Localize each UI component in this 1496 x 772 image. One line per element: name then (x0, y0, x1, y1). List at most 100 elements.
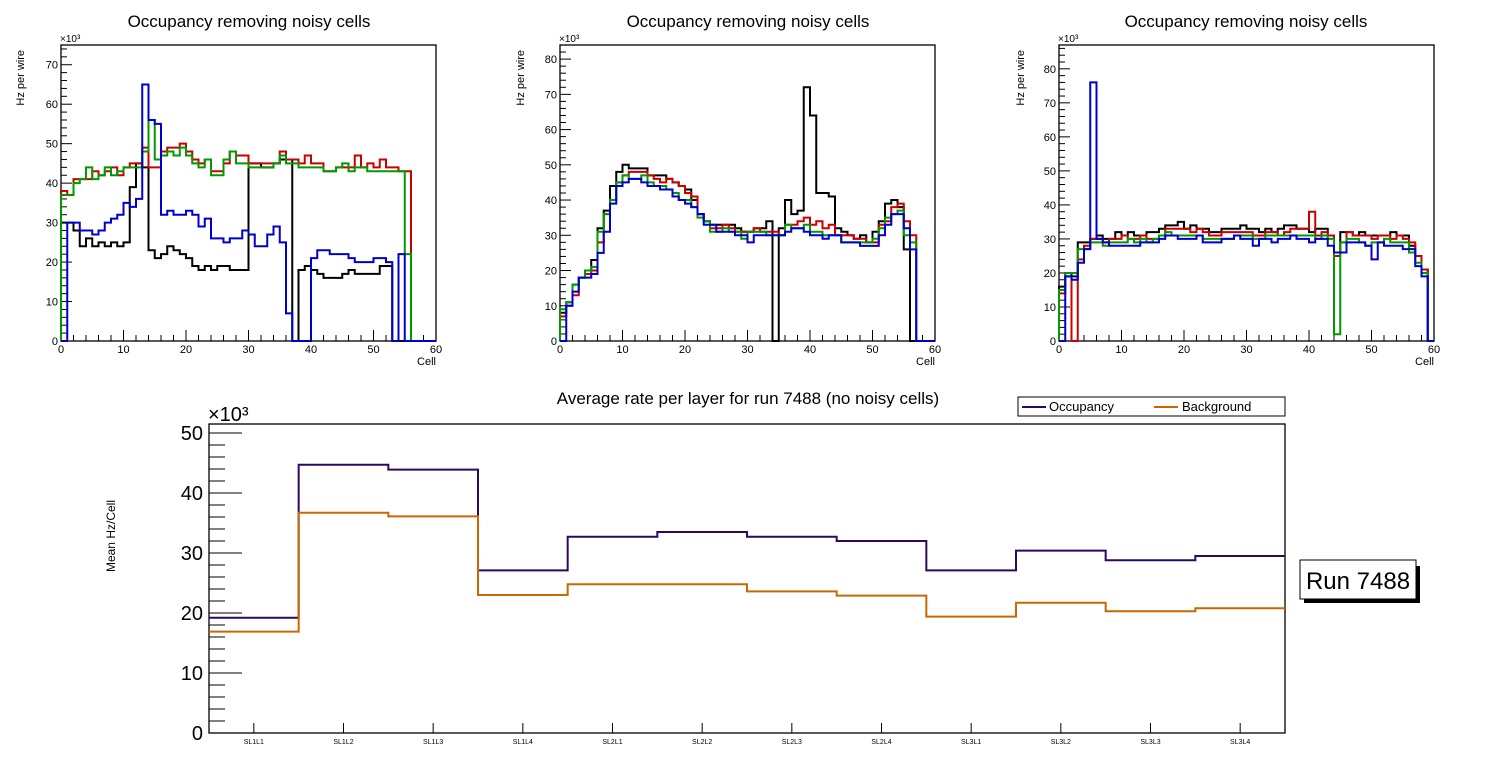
x-tick-label: 20 (679, 344, 691, 356)
legend-label-background: Background (1182, 399, 1251, 414)
y-tick-label: 10 (1044, 302, 1056, 314)
series-blue (1059, 81, 1434, 342)
y-axis-exponent: ×10³ (559, 34, 580, 45)
y-axis-label: Mean Hz/Cell (104, 500, 118, 572)
x-tick-label: SL1L3 (423, 739, 443, 746)
x-tick-label: 60 (929, 344, 941, 356)
x-tick-label: 60 (430, 344, 442, 356)
x-axis-label: Cell (1415, 356, 1434, 368)
y-tick-label: 60 (545, 125, 557, 137)
x-tick-label: 50 (1365, 344, 1377, 356)
x-tick-label: 60 (1428, 344, 1440, 356)
run-label-box (1299, 559, 1417, 600)
chart-title: Occupancy removing noisy cells (128, 12, 371, 31)
series-black (60, 158, 436, 342)
run-label: Run 7488 (1299, 559, 1420, 603)
chart-bottom: Average rate per layer for run 7488 (no … (104, 389, 1420, 746)
y-tick-label: 50 (545, 160, 557, 172)
y-tick-label: 70 (545, 89, 557, 101)
x-tick-label: 30 (1240, 344, 1252, 356)
y-tick-label: 80 (545, 54, 557, 66)
series-blue (560, 177, 935, 342)
y-tick-label: 30 (46, 218, 58, 230)
legend-box (1017, 396, 1286, 417)
chart-top2: Occupancy removing noisy cells Hz per wir… (515, 12, 941, 368)
y-tick-label: 40 (545, 195, 557, 207)
x-tick-label: 30 (741, 344, 753, 356)
run-label-text: Run 7488 (1306, 568, 1410, 595)
plot-frame (1058, 44, 1435, 342)
chart-top1: Occupancy removing noisy cells Hz per wir… (15, 12, 442, 368)
y-tick-label: 0 (551, 336, 557, 348)
series-blue (61, 83, 436, 342)
y-axis-label: Hz per wire (15, 50, 27, 106)
x-tick-label: 10 (117, 344, 129, 356)
y-tick-label: 20 (1044, 268, 1056, 280)
series-black (559, 86, 935, 342)
x-tick-label: SL2L1 (602, 739, 622, 746)
x-tick-label: SL3L1 (961, 739, 981, 746)
series-occupancy (209, 463, 1285, 619)
y-tick-label: 30 (181, 543, 203, 565)
y-tick-label: 40 (1044, 200, 1056, 212)
chart-title: Occupancy removing noisy cells (627, 12, 870, 31)
y-tick-label: 20 (181, 603, 203, 625)
y-tick-label: 60 (46, 99, 58, 111)
x-tick-label: SL2L4 (871, 739, 891, 746)
y-tick-label: 0 (192, 723, 203, 745)
x-tick-label: 50 (866, 344, 878, 356)
y-tick-label: 0 (1050, 336, 1056, 348)
x-tick-label: SL1L1 (244, 739, 264, 746)
y-tick-label: 60 (1044, 132, 1056, 144)
x-tick-label: SL3L3 (1140, 739, 1160, 746)
x-tick-label: SL2L2 (692, 739, 712, 746)
y-axis-label: Hz per wire (1015, 50, 1027, 106)
x-tick-label: SL3L2 (1051, 739, 1071, 746)
y-tick-label: 70 (1044, 98, 1056, 110)
y-tick-label: 70 (46, 60, 58, 72)
x-tick-label: SL1L2 (333, 739, 353, 746)
series-green (60, 118, 436, 342)
x-tick-label: SL2L3 (782, 739, 802, 746)
y-tick-label: 20 (46, 257, 58, 269)
x-tick-label: 0 (557, 344, 563, 356)
x-tick-label: SL3L4 (1230, 739, 1250, 746)
x-tick-label: 50 (367, 344, 379, 356)
y-axis-exponent: ×10³ (208, 404, 249, 426)
x-axis-label: Cell (916, 356, 935, 368)
series-red (1058, 210, 1434, 342)
y-tick-label: 40 (46, 178, 58, 190)
x-tick-label: SL1L4 (513, 739, 533, 746)
x-tick-label: 20 (180, 344, 192, 356)
x-axis-label: Cell (417, 356, 436, 368)
x-tick-label: 10 (616, 344, 628, 356)
chart-title: Occupancy removing noisy cells (1125, 12, 1368, 31)
y-axis-exponent: ×10³ (1058, 34, 1079, 45)
chart-top3: Occupancy removing noisy cells Hz per wir… (1015, 12, 1440, 368)
y-tick-label: 30 (1044, 234, 1056, 246)
legend: Occupancy Background (1017, 396, 1286, 417)
plot-frame (208, 423, 1286, 734)
y-tick-label: 40 (181, 483, 203, 505)
y-axis-label: Hz per wire (515, 50, 527, 106)
legend-label-occupancy: Occupancy (1049, 399, 1115, 414)
y-tick-label: 50 (46, 139, 58, 151)
y-tick-label: 30 (545, 230, 557, 242)
y-tick-label: 50 (1044, 166, 1056, 178)
x-tick-label: 40 (305, 344, 317, 356)
x-tick-label: 0 (1056, 344, 1062, 356)
y-axis-exponent: ×10³ (60, 34, 81, 45)
x-tick-label: 20 (1178, 344, 1190, 356)
series-green (1058, 231, 1434, 342)
x-tick-label: 10 (1115, 344, 1127, 356)
y-tick-label: 50 (181, 423, 203, 445)
series-green (559, 174, 935, 342)
x-tick-label: 0 (58, 344, 64, 356)
x-tick-label: 40 (804, 344, 816, 356)
series-background (209, 511, 1285, 633)
y-tick-label: 0 (52, 336, 58, 348)
x-tick-label: 30 (242, 344, 254, 356)
chart-title: Average rate per layer for run 7488 (no … (557, 389, 939, 408)
x-tick-label: 40 (1303, 344, 1315, 356)
